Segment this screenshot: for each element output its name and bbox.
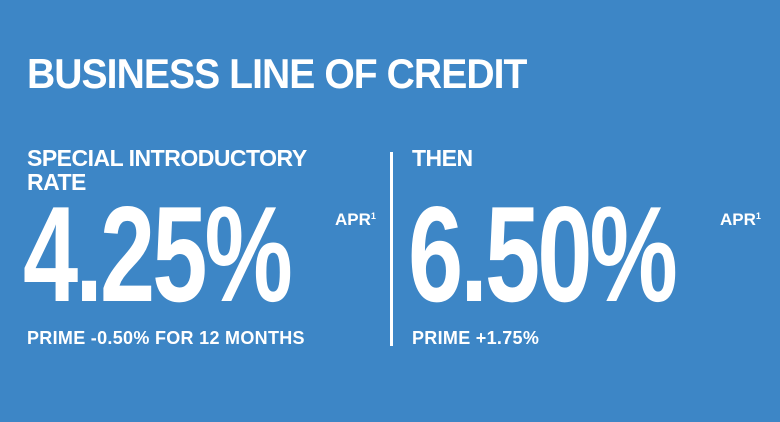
intro-apr-label: APR1 — [335, 210, 376, 230]
banner-title: BUSINESS LINE OF CREDIT — [27, 50, 527, 97]
intro-heading: SPECIAL INTRODUCTORY RATE — [27, 145, 307, 195]
intro-note: PRIME -0.50% FOR 12 MONTHS — [27, 328, 305, 348]
then-note: PRIME +1.75% — [412, 328, 540, 348]
then-apr-label: APR1 — [720, 210, 761, 230]
apr-text: APR — [720, 210, 756, 229]
then-rate: 6.50% — [408, 178, 678, 330]
intro-rate: 4.25% — [23, 178, 293, 330]
then-rate-section: THEN 6.50% APR1 PRIME +1.75% — [408, 145, 761, 348]
intro-rate-section: SPECIAL INTRODUCTORY RATE 4.25% APR1 PRI… — [23, 145, 376, 348]
apr-text: APR — [335, 210, 371, 229]
divider — [390, 152, 393, 346]
footnote-marker: 1 — [370, 211, 376, 221]
then-heading: THEN — [412, 145, 473, 171]
footnote-marker: 1 — [755, 211, 761, 221]
